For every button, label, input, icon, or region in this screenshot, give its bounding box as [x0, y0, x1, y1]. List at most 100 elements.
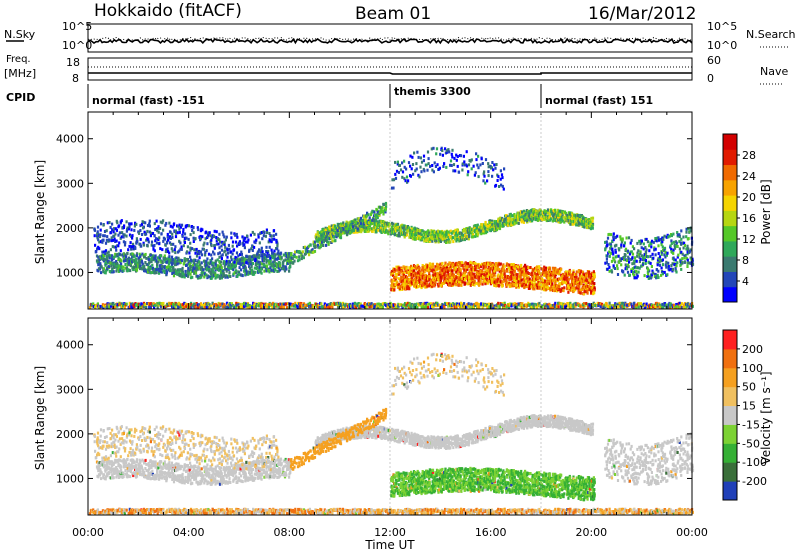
power-cell: [459, 271, 462, 275]
power-cell: [276, 256, 280, 260]
power-cell: [544, 271, 547, 275]
power-cell: [494, 280, 497, 284]
power-cell: [428, 262, 431, 266]
power-cell: [405, 269, 408, 273]
power-cell: [525, 285, 528, 289]
power-cell: [129, 264, 132, 268]
power-cell: [106, 251, 109, 255]
power-cell: [402, 272, 406, 276]
power-cell: [240, 252, 243, 256]
power-cell: [275, 232, 278, 236]
power-cell: [135, 260, 138, 264]
power-cell: [396, 160, 399, 164]
power-cell: [433, 279, 436, 282]
power-cell: [251, 230, 254, 234]
power-cell: [500, 270, 503, 274]
power-cell: [104, 269, 108, 273]
power-cell: [490, 274, 493, 278]
power-cell: [142, 226, 145, 230]
power-cell: [491, 281, 494, 284]
power-cell: [505, 269, 508, 273]
power-cell: [444, 261, 447, 265]
power-cell: [529, 266, 532, 269]
power-cell: [134, 257, 137, 261]
power-cell: [577, 270, 581, 273]
power-cell: [510, 277, 513, 281]
power-cell: [108, 256, 111, 260]
power-cell: [250, 262, 253, 266]
power-cell: [498, 284, 501, 288]
power-cell: [493, 277, 496, 281]
power-cell: [175, 231, 178, 235]
power-cell: [257, 233, 260, 237]
power-cell: [469, 260, 472, 264]
power-cell: [401, 161, 404, 165]
power-cell: [451, 236, 454, 240]
power-cell: [218, 274, 221, 278]
power-cell: [197, 228, 200, 232]
power-cell: [548, 267, 551, 271]
power-cell: [384, 227, 387, 230]
power-cell: [438, 271, 441, 275]
power-cell: [134, 221, 137, 225]
power-cell: [241, 257, 244, 261]
power-cell: [473, 272, 476, 276]
power-cell: [144, 252, 147, 256]
power-cell: [269, 256, 272, 260]
power-cell: [482, 280, 485, 284]
power-cell: [172, 274, 176, 278]
power-cell: [104, 263, 107, 267]
power-cell: [134, 265, 137, 269]
power-cell: [105, 261, 109, 265]
power-cell: [176, 272, 179, 276]
power-cell: [275, 265, 279, 269]
power-cell: [96, 236, 99, 240]
power-cell: [233, 257, 236, 261]
power-cell: [529, 281, 532, 285]
power-cell: [428, 275, 431, 279]
power-cell: [428, 231, 431, 235]
power-cell: [244, 240, 247, 244]
power-cell: [125, 229, 128, 233]
power-cell: [161, 265, 164, 268]
power-cell: [119, 268, 122, 272]
power-cell: [219, 260, 223, 264]
power-cell: [268, 232, 271, 235]
power-cell: [368, 226, 371, 230]
power-cell: [499, 262, 502, 266]
power-cell: [107, 238, 111, 242]
power-cell: [260, 267, 263, 271]
power-cell: [447, 279, 450, 283]
power-cell: [230, 263, 233, 267]
power-cell: [211, 263, 214, 267]
power-cell: [391, 282, 394, 286]
power-cell: [557, 287, 560, 290]
power-cell: [463, 277, 467, 281]
power-cell: [534, 282, 537, 286]
power-cell: [424, 285, 427, 289]
power-cell: [526, 267, 529, 271]
power-cell: [93, 234, 96, 238]
power-cell: [410, 264, 413, 268]
power-cell: [501, 284, 504, 288]
power-cell: [276, 263, 279, 267]
power-cell: [208, 231, 211, 235]
power-cell: [205, 260, 208, 264]
power-cell: [230, 250, 233, 254]
power-cell: [114, 254, 117, 258]
power-cell: [213, 234, 216, 238]
power-cell: [389, 232, 392, 236]
power-cell: [229, 275, 232, 278]
power-cell: [183, 232, 187, 236]
power-cell: [538, 282, 541, 286]
power-cell: [208, 266, 211, 270]
power-cell: [546, 286, 549, 290]
power-cell: [392, 178, 396, 182]
power-cell: [166, 232, 169, 236]
power-cell: [97, 260, 100, 264]
power-cell: [507, 276, 510, 280]
power-cell: [215, 230, 218, 234]
power-cell: [109, 231, 112, 235]
power-cell: [540, 278, 544, 282]
power-cell: [396, 223, 399, 227]
